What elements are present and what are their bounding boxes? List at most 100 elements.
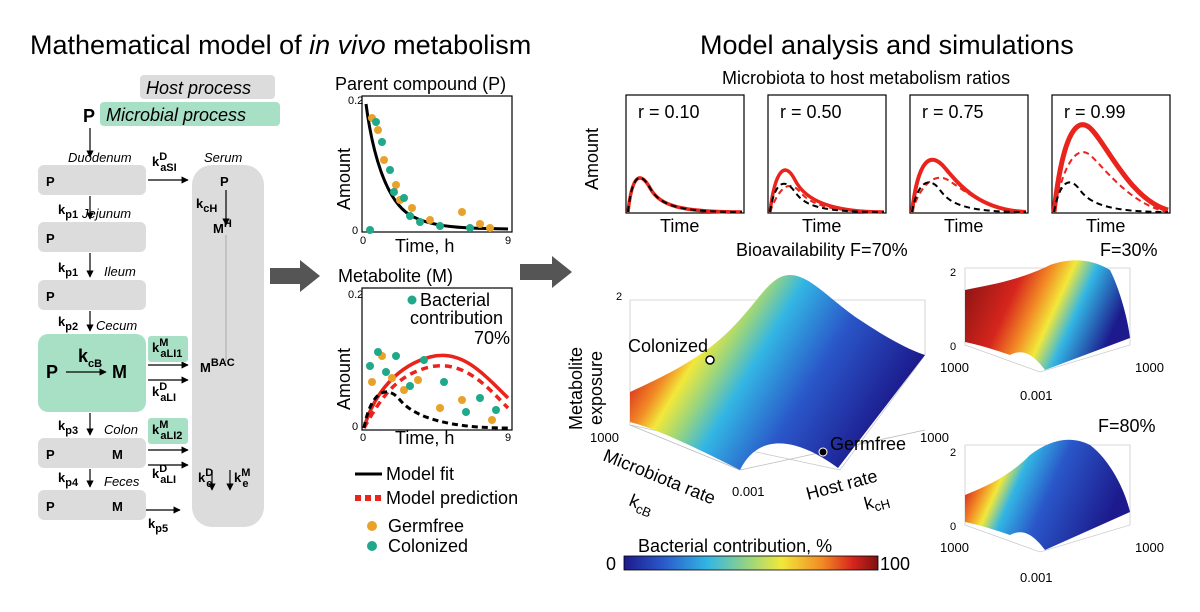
f80-surface <box>965 439 1130 550</box>
f30-surface <box>965 260 1130 370</box>
cecum-box <box>38 334 146 412</box>
metabolite-xlabel: Time, h <box>395 428 454 448</box>
ratio-label-2: r = 0.50 <box>780 102 842 122</box>
parent-xlabel: Time, h <box>395 236 454 256</box>
serum-P: P <box>220 174 229 189</box>
metabolite-annotation-line1: Bacterial <box>420 290 490 310</box>
metabolite-colonized-points <box>366 348 500 416</box>
rate-kaSI: kD aSI <box>152 151 177 174</box>
right-title: Model analysis and simulations <box>700 30 1074 60</box>
f30-xtick-0001: 0.001 <box>1020 388 1053 403</box>
parent-ytick-top: 0.2 <box>348 95 363 107</box>
metabolite-plot-title: Metabolite (M) <box>338 266 453 286</box>
metabolite-plot-frame <box>361 287 513 431</box>
cecum-M: M <box>112 362 127 382</box>
label-cecum: Cecum <box>96 318 137 333</box>
parent-germfree-points <box>368 114 494 232</box>
f80-title: F=80% <box>1098 416 1156 436</box>
label-jejunum: Jejunum <box>81 206 131 221</box>
main-zlabel-1: Metabolite <box>566 347 586 430</box>
metabolite-xtick-left: 0 <box>360 432 366 444</box>
feces-M: M <box>112 499 123 514</box>
colon-box <box>38 438 146 468</box>
main-surface <box>630 275 925 470</box>
middle-legend: Model fit Model prediction Germfree Colo… <box>355 464 518 556</box>
f30-title: F=30% <box>1100 240 1158 260</box>
ratio-ylabel: Amount <box>582 128 602 190</box>
metabolite-annotation-line2: contribution <box>410 308 503 328</box>
f80-ztick-2: 2 <box>950 447 956 459</box>
colorbar-max: 100 <box>880 554 910 574</box>
f80-ztick-0: 0 <box>950 521 956 533</box>
legend-host-label: Host process <box>146 78 251 98</box>
parent-colonized-points <box>366 118 474 234</box>
right-subtitle: Microbiota to host metabolism ratios <box>722 68 1010 88</box>
metabolite-ytick-bottom: 0 <box>352 421 358 433</box>
colonized-label: Colonized <box>628 336 708 356</box>
f80-xtick-0001: 0.001 <box>1020 570 1053 585</box>
main-yaxis-k: kcH <box>862 488 892 517</box>
ratio-panel-3: r = 0.75 Time <box>909 94 1029 236</box>
f30-ytick-1000: 1000 <box>1135 360 1164 375</box>
label-serum: Serum <box>204 150 242 165</box>
flow-arrow-2 <box>520 256 572 288</box>
main-ztick-2: 2 <box>616 291 622 303</box>
label-colon: Colon <box>104 422 138 437</box>
rate-kp5: kp5 <box>148 516 168 535</box>
metabolite-ytick-top: 0.2 <box>348 289 363 301</box>
flow-arrow-1 <box>270 260 320 292</box>
ratio-panel-2: r = 0.50 Time <box>767 94 887 236</box>
kaLI2-box <box>148 418 188 444</box>
main-surface-title: Bioavailability F=70% <box>736 240 908 260</box>
colorbar <box>623 555 879 571</box>
ratio-label-4: r = 0.99 <box>1064 102 1126 122</box>
rate-kcB: kcB <box>78 346 102 370</box>
main-zlabel-2: exposure <box>586 351 606 425</box>
rate-kaLI-D2: kD aLI <box>152 463 176 486</box>
legend-microbial-box <box>100 102 280 126</box>
f30-ztick-2: 2 <box>950 267 956 279</box>
ileum-P: P <box>46 289 55 304</box>
colorbar-min: 0 <box>606 554 616 574</box>
duodenum-P: P <box>46 174 55 189</box>
germfree-marker <box>818 447 828 457</box>
ratio-panel-4: r = 0.99 Time <box>1051 94 1171 236</box>
serum-box <box>192 165 264 527</box>
ratio-xlabel-4: Time <box>1086 216 1125 236</box>
legend-germfree: Germfree <box>388 516 464 536</box>
colon-M: M <box>112 447 123 462</box>
legend-microbial-label: Microbial process <box>106 105 246 125</box>
parent-plot-frame <box>361 95 513 233</box>
serum-MH: MH <box>213 218 232 236</box>
label-ileum: Ileum <box>104 264 136 279</box>
colorbar-label: Bacterial contribution, % <box>638 536 832 556</box>
rate-kp1a: kp1 <box>58 202 78 221</box>
f30-ztick-0: 0 <box>950 341 956 353</box>
feces-box <box>38 490 146 520</box>
metabolite-annotation-value: 70% <box>474 328 510 348</box>
colon-P: P <box>46 447 55 462</box>
duodenum-box <box>38 165 146 195</box>
germfree-label: Germfree <box>830 434 906 454</box>
rate-kp3: kp3 <box>58 418 78 437</box>
rate-kaLI2: kM aLI2 <box>152 419 182 442</box>
legend-model-fit: Model fit <box>386 464 454 484</box>
rate-kp2: kp2 <box>58 314 78 333</box>
metabolite-ylabel: Amount <box>334 348 354 410</box>
label-duodenum: Duodenum <box>68 150 132 165</box>
f30-surface-plot <box>964 260 1131 373</box>
main-xtick-1000: 1000 <box>590 430 619 445</box>
serum-MBAC: MBAC <box>200 357 235 375</box>
main-xaxis-k: kcB <box>625 490 656 520</box>
metabolite-annotation-dot <box>407 295 417 305</box>
feces-P: P <box>46 499 55 514</box>
jejunum-box <box>38 222 146 252</box>
metabolite-germfree-fit <box>362 390 509 430</box>
main-xaxis-line1: Microbiota rate <box>601 445 719 508</box>
legend-colonized: Colonized <box>388 536 468 556</box>
colonized-marker <box>705 355 715 365</box>
f30-xtick-1000: 1000 <box>940 360 969 375</box>
rate-kaLI-D: kD aLI <box>152 381 176 404</box>
rate-kaLI1: kM aLI1 <box>152 337 182 360</box>
ratio-panel-1: r = 0.10 Time <box>625 94 745 236</box>
